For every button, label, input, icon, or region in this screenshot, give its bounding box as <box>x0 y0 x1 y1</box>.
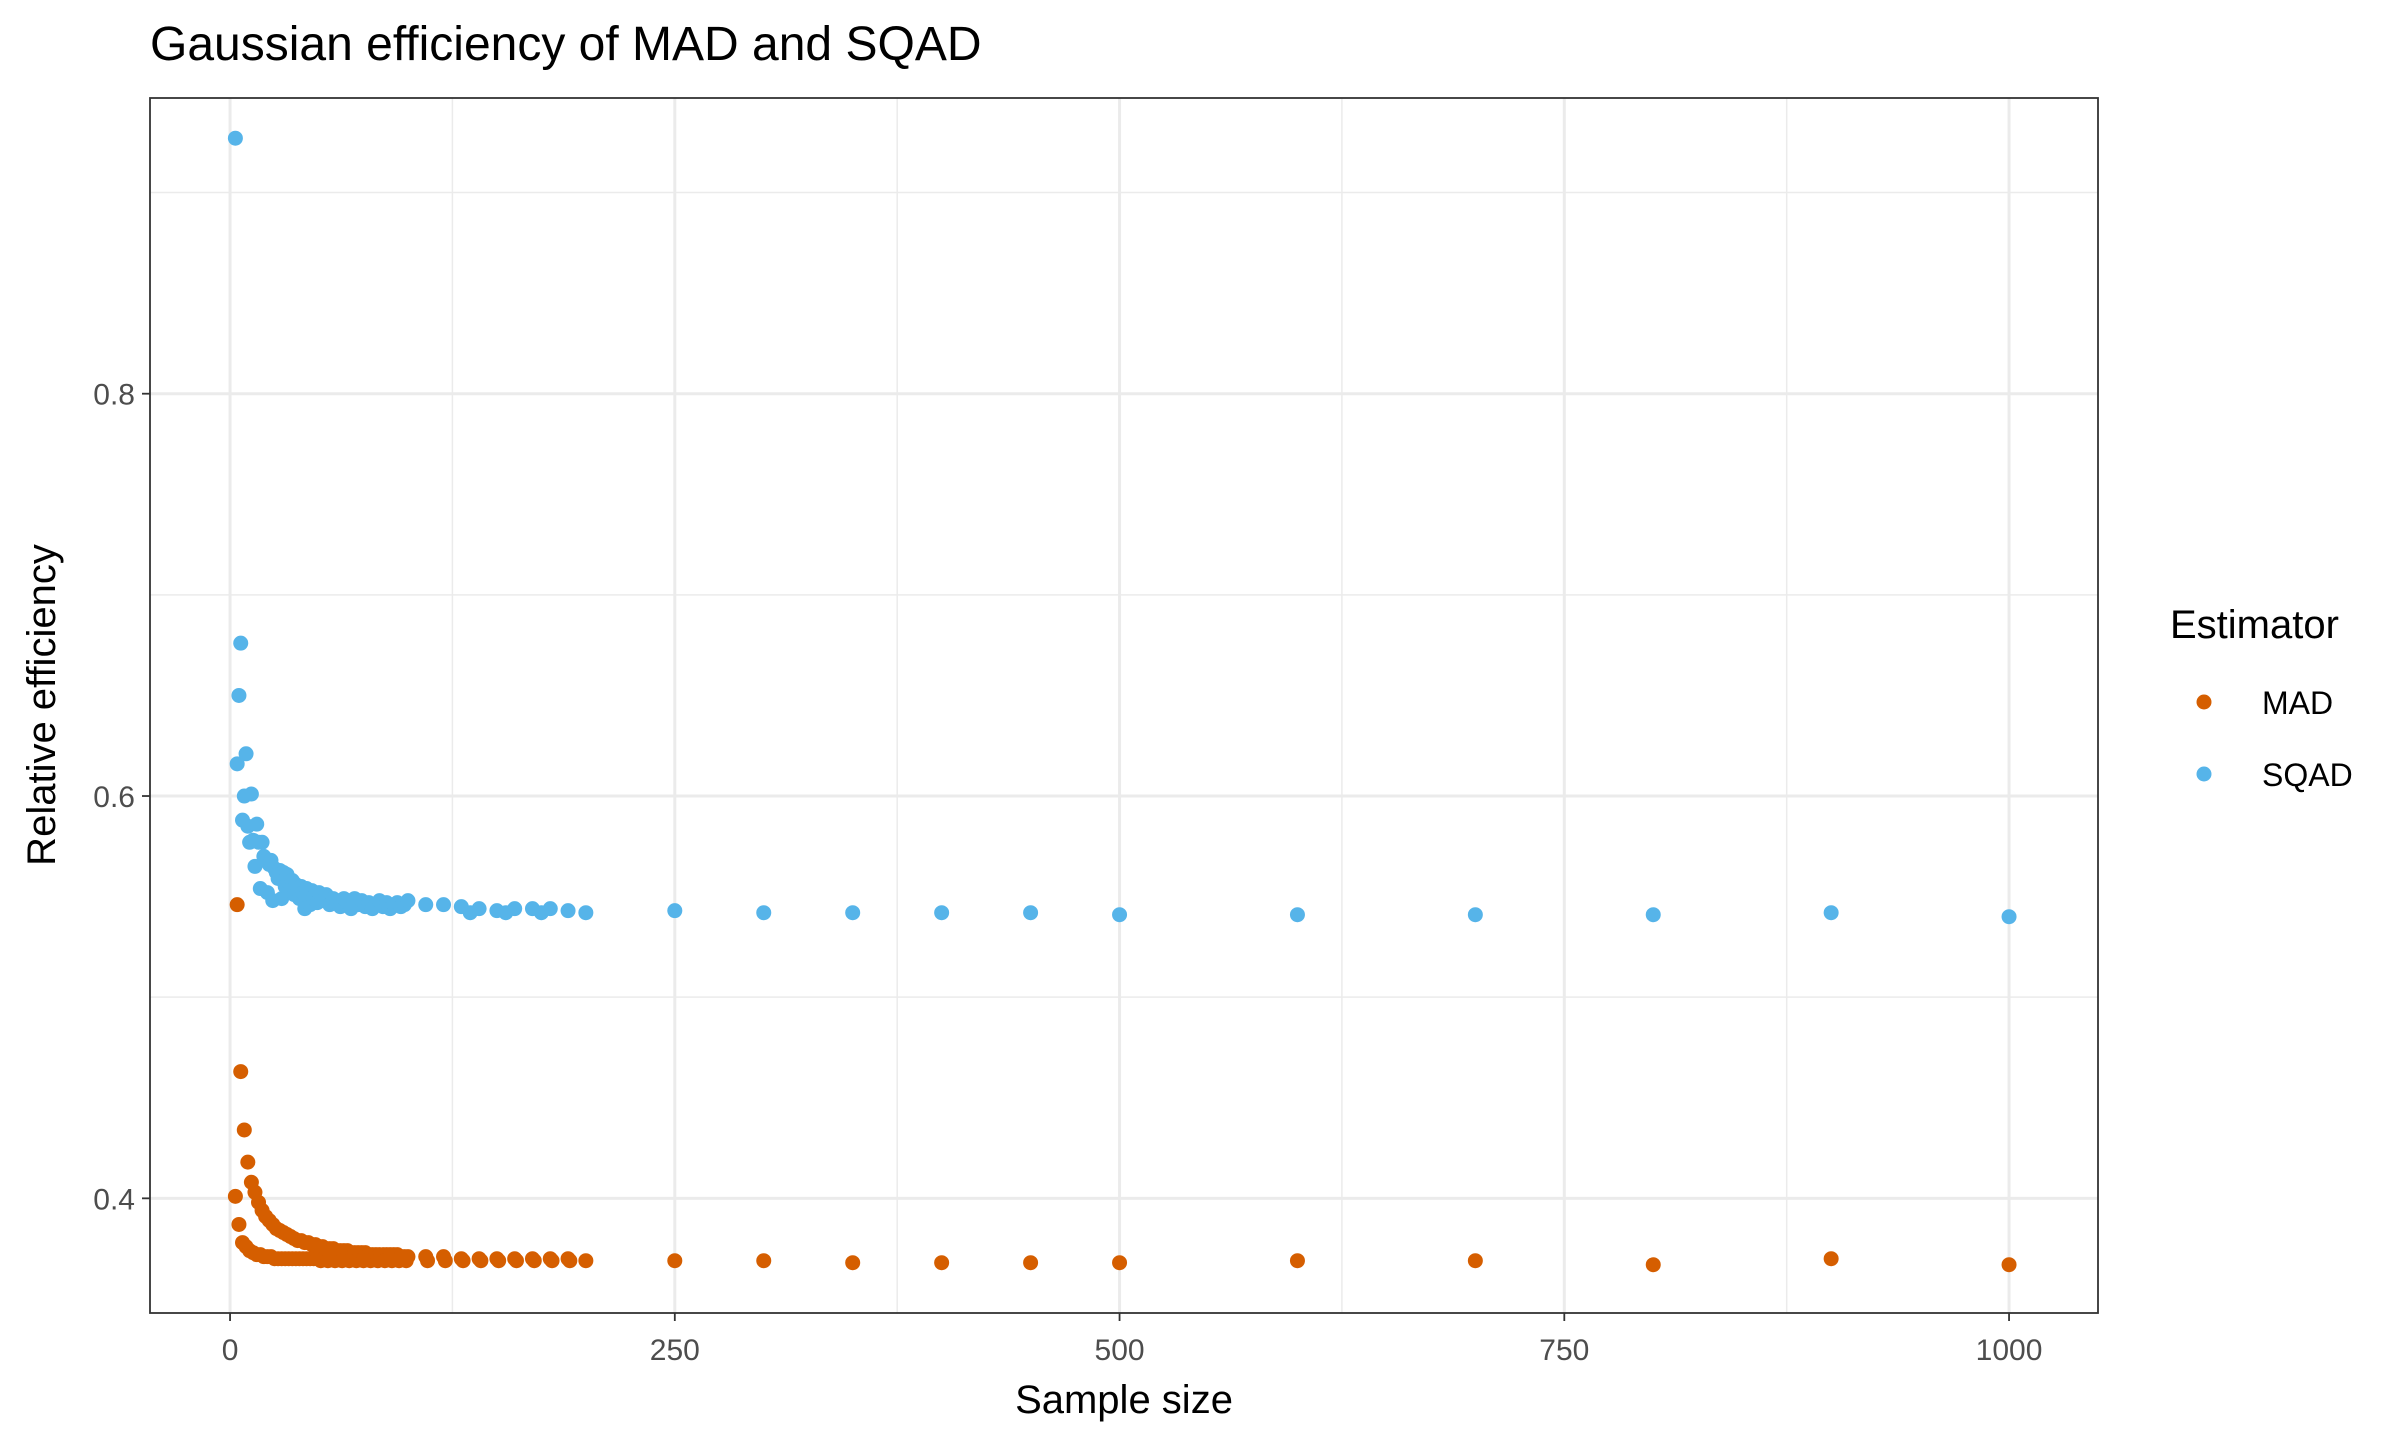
plot-panel-border <box>149 97 2099 1314</box>
data-point-mad <box>562 1253 578 1269</box>
data-point-mad <box>473 1253 489 1269</box>
legend: Estimator MAD SQAD <box>2170 603 2353 793</box>
data-point-mad <box>756 1253 772 1269</box>
data-point-mad <box>437 1253 453 1269</box>
data-point-sqad <box>227 130 243 146</box>
data-point-sqad <box>578 905 594 921</box>
data-point-sqad <box>756 905 772 921</box>
data-point-sqad <box>845 905 861 921</box>
data-point-mad <box>1023 1255 1039 1271</box>
data-point-sqad <box>249 816 265 832</box>
data-point-sqad <box>1467 907 1483 923</box>
legend-key-mad <box>2196 694 2212 710</box>
data-point-sqad <box>243 786 259 802</box>
data-point-sqad <box>238 746 254 762</box>
x-axis-title: Sample size <box>1015 1378 1233 1422</box>
data-point-sqad <box>1023 905 1039 921</box>
data-point-mad <box>1289 1253 1305 1269</box>
data-point-mad <box>236 1122 252 1138</box>
data-point-sqad <box>254 834 270 850</box>
y-tick-label: 0.6 <box>93 781 135 814</box>
y-axis-ticks: 0.4 0.6 0.8 <box>93 379 150 1216</box>
data-point-sqad <box>471 901 487 917</box>
data-point-mad <box>420 1253 436 1269</box>
data-point-sqad <box>418 897 434 913</box>
data-point-sqad <box>934 905 950 921</box>
major-gridlines <box>150 98 2098 1313</box>
data-point-mad <box>491 1253 507 1269</box>
data-point-mad <box>526 1253 542 1269</box>
data-point-sqad <box>1112 907 1128 923</box>
data-point-mad <box>544 1253 560 1269</box>
data-point-sqad <box>229 756 245 772</box>
x-tick-label: 750 <box>1539 1334 1589 1367</box>
legend-title: Estimator <box>2170 603 2339 647</box>
data-point-sqad <box>1289 907 1305 923</box>
data-point-sqad <box>560 903 576 919</box>
data-point-mad <box>233 1064 249 1080</box>
data-point-sqad <box>542 901 558 917</box>
data-point-mad <box>227 1188 243 1204</box>
data-point-mad <box>398 1253 414 1269</box>
data-point-sqad <box>231 687 247 703</box>
data-point-mad <box>229 897 245 913</box>
legend-key-sqad <box>2196 766 2212 782</box>
data-point-sqad <box>2001 909 2017 925</box>
x-tick-label: 1000 <box>1976 1334 2043 1367</box>
minor-gridlines <box>150 98 2098 1313</box>
y-tick-label: 0.8 <box>93 379 135 412</box>
data-point-sqad <box>1823 905 1839 921</box>
data-point-mad <box>231 1216 247 1232</box>
data-point-sqad <box>1645 907 1661 923</box>
data-point-mad <box>578 1253 594 1269</box>
data-point-mad <box>667 1253 683 1269</box>
data-points <box>227 130 2017 1273</box>
x-tick-label: 0 <box>222 1334 239 1367</box>
data-point-mad <box>934 1255 950 1271</box>
x-tick-label: 250 <box>650 1334 700 1367</box>
data-point-sqad <box>436 897 452 913</box>
chart-title: Gaussian efficiency of MAD and SQAD <box>150 18 982 71</box>
data-point-mad <box>1645 1257 1661 1273</box>
legend-label-mad: MAD <box>2262 685 2333 721</box>
data-point-mad <box>845 1255 861 1271</box>
data-point-mad <box>1112 1255 1128 1271</box>
data-point-mad <box>1823 1251 1839 1267</box>
y-tick-label: 0.4 <box>93 1183 135 1216</box>
legend-label-sqad: SQAD <box>2262 757 2353 793</box>
x-tick-label: 500 <box>1095 1334 1145 1367</box>
data-point-mad <box>508 1253 524 1269</box>
data-point-sqad <box>507 901 523 917</box>
data-point-mad <box>455 1253 471 1269</box>
y-axis-title: Relative efficiency <box>20 544 64 866</box>
data-point-mad <box>240 1154 256 1170</box>
data-point-mad <box>1467 1253 1483 1269</box>
data-point-sqad <box>233 635 249 651</box>
x-axis-ticks: 0 250 500 750 1000 <box>222 1313 2043 1367</box>
data-point-mad <box>2001 1257 2017 1273</box>
data-point-sqad <box>400 893 416 909</box>
data-point-sqad <box>667 903 683 919</box>
